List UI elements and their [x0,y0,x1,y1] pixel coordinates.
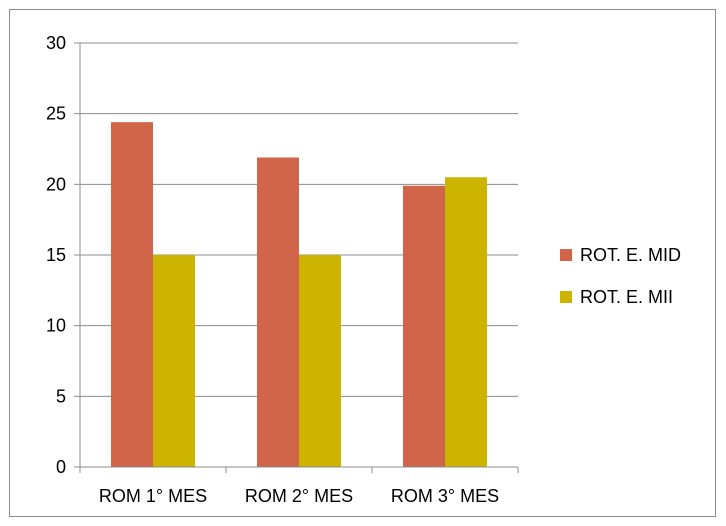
bar-rot-e-mii-1 [153,255,195,467]
x-tick-labels: ROM 1° MES ROM 2° MES ROM 3° MES [99,486,499,506]
y-tick-label: 10 [46,316,66,336]
legend: ROT. E. MID ROT. E. MII [560,245,681,307]
x-tick-label: ROM 3° MES [391,486,499,506]
axes [74,42,519,473]
bar-rot-e-mii-2 [299,255,341,467]
y-tick-labels: 0 5 10 15 20 25 30 [46,33,66,477]
y-tick-label: 0 [56,457,66,477]
x-tick-label: ROM 1° MES [99,486,207,506]
y-tick-label: 5 [56,386,66,406]
y-tick-label: 15 [46,245,66,265]
legend-swatch-rot-e-mii [560,291,572,303]
legend-label-rot-e-mid: ROT. E. MID [580,245,681,265]
bar-rot-e-mii-3 [445,177,487,467]
legend-swatch-rot-e-mid [560,249,572,261]
y-tick-label: 30 [46,33,66,53]
legend-label-rot-e-mii: ROT. E. MII [580,287,673,307]
bar-rot-e-mid-1 [111,122,153,467]
bar-rot-e-mid-2 [257,157,299,468]
bar-rot-e-mid-3 [403,185,445,467]
x-tick-label: ROM 2° MES [245,486,353,506]
y-tick-label: 20 [46,174,66,194]
bars [111,122,487,468]
y-tick-label: 25 [46,104,66,124]
